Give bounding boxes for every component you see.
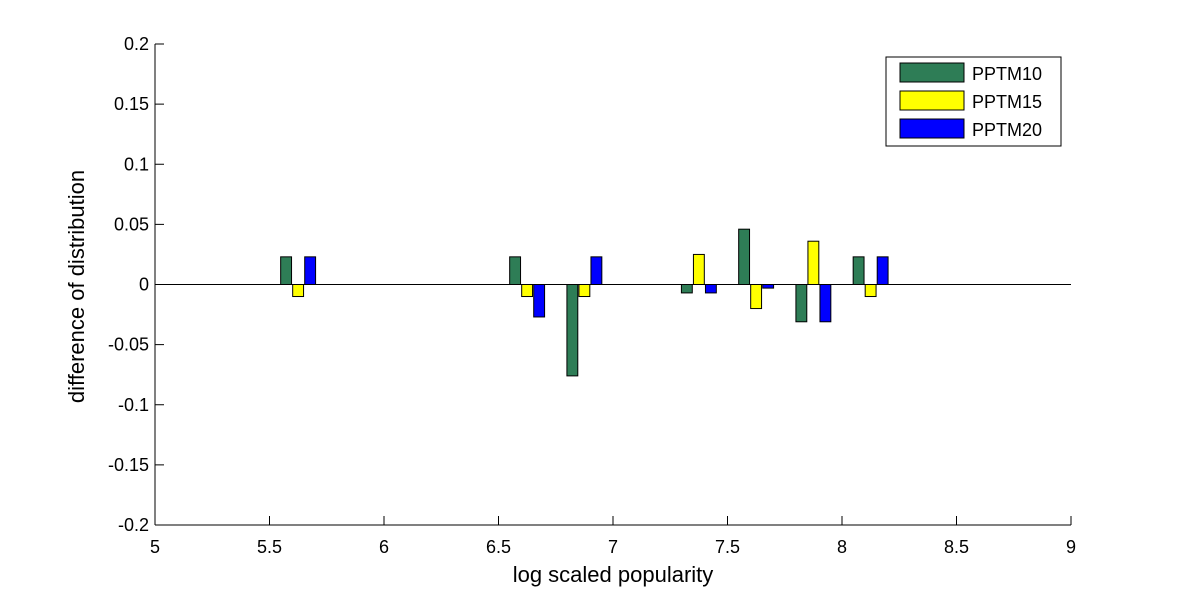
y-tick-label: 0.15 [114, 94, 149, 114]
y-tick-label: -0.05 [108, 335, 149, 355]
bar-pptm20 [304, 256, 317, 285]
legend-label-pptm15: PPTM15 [972, 92, 1042, 112]
bar-pptm10 [280, 256, 293, 285]
y-tick-label: -0.15 [108, 455, 149, 475]
y-tick-label: -0.2 [118, 515, 149, 535]
x-tick-label: 9 [1066, 537, 1076, 557]
y-tick-label: 0 [139, 275, 149, 295]
bars [280, 228, 889, 377]
x-tick-label: 5 [150, 537, 160, 557]
bar-pptm20 [533, 284, 546, 318]
legend-label-pptm10: PPTM10 [972, 64, 1042, 84]
y-tick-label: 0.05 [114, 214, 149, 234]
x-tick-label: 7 [608, 537, 618, 557]
bar-pptm10 [795, 284, 808, 323]
x-tick-label: 6 [379, 537, 389, 557]
bar-pptm10 [509, 256, 522, 285]
x-tick-label: 7.5 [715, 537, 740, 557]
bar-pptm10 [566, 284, 579, 377]
x-tick-label: 6.5 [486, 537, 511, 557]
y-tick-label: -0.1 [118, 395, 149, 415]
bar-pptm15 [692, 253, 705, 285]
y-tick-label: 0.2 [124, 34, 149, 54]
bar-pptm10 [738, 228, 751, 285]
bar-pptm15 [864, 284, 877, 298]
bar-pptm15 [807, 240, 820, 286]
bar-pptm15 [578, 284, 591, 298]
legend-swatch-pptm15 [899, 90, 965, 111]
x-tick-label: 8.5 [944, 537, 969, 557]
x-tick-label: 5.5 [257, 537, 282, 557]
x-tick-label: 8 [837, 537, 847, 557]
bar-pptm15 [750, 284, 763, 310]
y-tick-label: 0.1 [124, 154, 149, 174]
tick-labels: 5 5.5 6 6.5 7 7.5 8 8.5 9 0.2 0.15 0.1 0.05 0 -0.05 -0.… [108, 34, 1076, 557]
bar-pptm15 [292, 284, 305, 298]
bar-pptm20 [762, 284, 775, 289]
bar-pptm10 [680, 284, 693, 294]
bar-pptm20 [819, 284, 832, 323]
y-axis-label: difference of distribution [64, 170, 89, 403]
x-axis-label: log scaled popularity [513, 562, 714, 587]
legend: PPTM10 PPTM15 PPTM20 [885, 56, 1062, 147]
legend-label-pptm20: PPTM20 [972, 120, 1042, 140]
bar-pptm20 [590, 256, 603, 285]
bar-pptm10 [852, 256, 865, 285]
legend-swatch-pptm20 [899, 118, 965, 139]
legend-swatch-pptm10 [899, 62, 965, 83]
bar-pptm20 [876, 256, 889, 285]
bar-pptm15 [521, 284, 534, 298]
bar-pptm20 [704, 284, 717, 294]
